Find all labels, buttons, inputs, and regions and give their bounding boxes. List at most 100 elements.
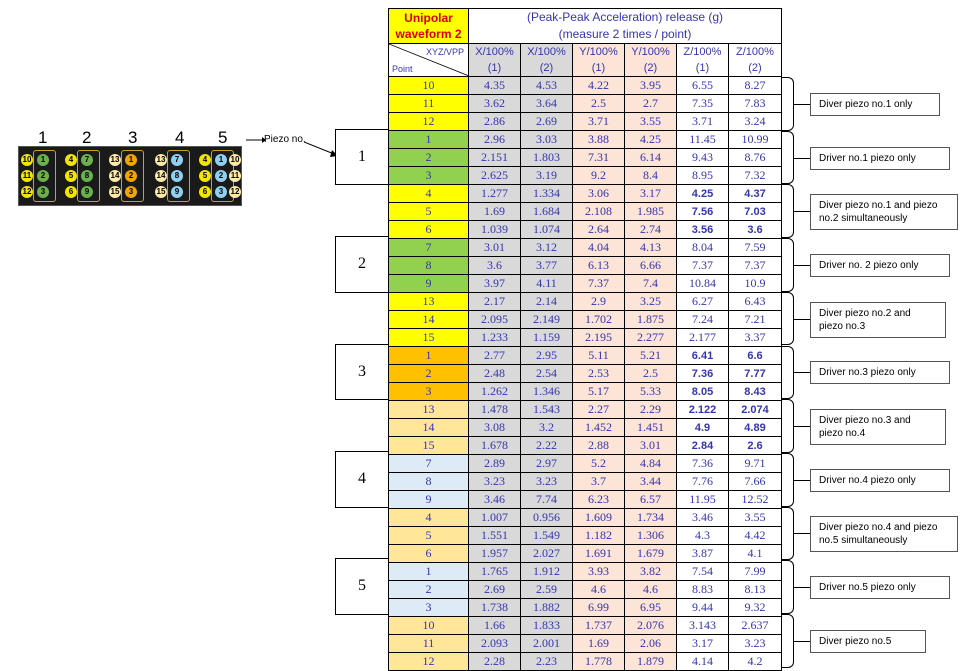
value-cell: 4.14: [676, 652, 729, 671]
value-cell: 2.54: [520, 364, 573, 383]
arrow-right-icon: [246, 137, 266, 143]
value-cell: 3.71: [676, 112, 729, 131]
value-cell: 3.71: [572, 112, 625, 131]
value-cell: 8.76: [728, 148, 782, 167]
value-cell: 10.99: [728, 130, 782, 149]
diag-top-label: XYZ/VPP: [425, 47, 464, 57]
piezo-dot: 2: [125, 170, 137, 182]
value-cell: 2.076: [624, 616, 677, 635]
value-cell: 7.99: [728, 562, 782, 581]
value-cell: 2.22: [520, 436, 573, 455]
value-cell: 1.262: [468, 382, 521, 401]
acceleration-table: Unipolar waveform 2 (Peak-Peak Accelerat…: [388, 8, 782, 671]
annotation-note: Diver piezo no.2 and piezo no.3: [810, 301, 946, 338]
bracket: [782, 184, 794, 239]
group-box-2: 2: [335, 236, 388, 293]
value-cell: 3.82: [624, 562, 677, 581]
bracket: [782, 560, 794, 614]
value-cell: 6.23: [572, 490, 625, 509]
value-cell: 7.36: [676, 454, 729, 473]
piezo-dot: 14: [155, 170, 167, 182]
value-cell: 1.609: [572, 508, 625, 527]
point-cell: 5: [388, 526, 469, 545]
value-cell: 4.9: [676, 418, 729, 437]
point-cell: 6: [388, 544, 469, 563]
table-row: 12 2.86 2.69 3.71 3.55 3.71 3.24: [388, 112, 782, 131]
value-cell: 3.37: [728, 328, 782, 347]
value-cell: 2.122: [676, 400, 729, 419]
point-cell: 12: [388, 652, 469, 671]
piezo-dot: 5: [65, 170, 77, 182]
value-cell: 1.882: [520, 598, 573, 617]
table-row: 15 1.678 2.22 2.88 3.01 2.84 2.6: [388, 436, 782, 455]
table-row: 7 3.01 3.12 4.04 4.13 8.04 7.59: [388, 238, 782, 257]
value-cell: 1.833: [520, 616, 573, 635]
column-header: Z/100% (1): [676, 43, 729, 77]
value-cell: 3.95: [624, 76, 677, 95]
table-row: 3 2.625 3.19 9.2 8.4 8.95 7.32: [388, 166, 782, 185]
value-cell: 4.2: [728, 652, 782, 671]
value-cell: 3.93: [572, 562, 625, 581]
value-cell: 7.77: [728, 364, 782, 383]
value-cell: 3.06: [572, 184, 625, 203]
value-cell: 4.6: [624, 580, 677, 599]
group-box-3: 3: [335, 343, 388, 401]
table-row: 10 4.35 4.53 4.22 3.95 6.55 8.27: [388, 76, 782, 95]
piezo-dot: 4: [65, 154, 77, 166]
value-cell: 2.64: [572, 220, 625, 239]
piezo-dot: 4: [199, 154, 211, 166]
column-header-line2: (1): [695, 62, 710, 74]
column-header-line2: (2): [539, 62, 554, 74]
value-cell: 9.32: [728, 598, 782, 617]
piezo-dot: 7: [171, 154, 183, 166]
bracket: [782, 506, 794, 561]
value-cell: 7.56: [676, 202, 729, 221]
bracket: [782, 238, 794, 292]
bracket-connector: [794, 587, 810, 589]
value-cell: 1.684: [520, 202, 573, 221]
value-cell: 7.32: [728, 166, 782, 185]
value-cell: 1.778: [572, 652, 625, 671]
point-cell: 9: [388, 490, 469, 509]
table-row: 2 2.151 1.803 7.31 6.14 9.43 8.76: [388, 148, 782, 167]
value-cell: 2.151: [468, 148, 521, 167]
column-header-line1: X/100%: [527, 46, 566, 58]
value-cell: 2.5: [624, 364, 677, 383]
annotation-note: Driver no.4 piezo only: [810, 468, 950, 492]
bracket-connector: [794, 372, 810, 374]
value-cell: 3.44: [624, 472, 677, 491]
value-cell: 1.66: [468, 616, 521, 635]
value-cell: 4.84: [624, 454, 677, 473]
value-cell: 2.001: [520, 634, 573, 653]
value-cell: 2.195: [572, 328, 625, 347]
point-cell: 10: [388, 616, 469, 635]
value-cell: 1.803: [520, 148, 573, 167]
point-cell: 13: [388, 292, 469, 311]
value-cell: 9.2: [572, 166, 625, 185]
value-cell: 6.43: [728, 292, 782, 311]
value-cell: 3.46: [468, 490, 521, 509]
piezo-dot: 13: [109, 154, 121, 166]
piezo-dot: 12: [21, 186, 33, 198]
value-cell: 2.9: [572, 292, 625, 311]
value-cell: 2.637: [728, 616, 782, 635]
table-title: Unipolar waveform 2: [388, 8, 469, 44]
value-cell: 1.957: [468, 544, 521, 563]
value-cell: 3.64: [520, 94, 573, 113]
value-cell: 3.17: [676, 634, 729, 653]
value-cell: 7.37: [728, 256, 782, 275]
annotation-note: Diver piezo no.4 and piezo no.5 simultan…: [810, 516, 958, 553]
table-row: 1 2.96 3.03 3.88 4.25 11.45 10.99: [388, 130, 782, 149]
piezo-dot: 13: [155, 154, 167, 166]
value-cell: 1.765: [468, 562, 521, 581]
piezo-dot: 12: [229, 186, 241, 198]
annotation-note: Driver no.1 piezo only: [810, 146, 950, 170]
table-row: 4 1.007 0.956 1.609 1.734 3.46 3.55: [388, 508, 782, 527]
value-cell: 2.17: [468, 292, 521, 311]
value-cell: 3.143: [676, 616, 729, 635]
value-cell: 1.678: [468, 436, 521, 455]
table-row: 6 1.039 1.074 2.64 2.74 3.56 3.6: [388, 220, 782, 239]
piezo-dot: 15: [109, 186, 121, 198]
point-cell: 14: [388, 418, 469, 437]
board-label-3: 3: [128, 128, 138, 147]
